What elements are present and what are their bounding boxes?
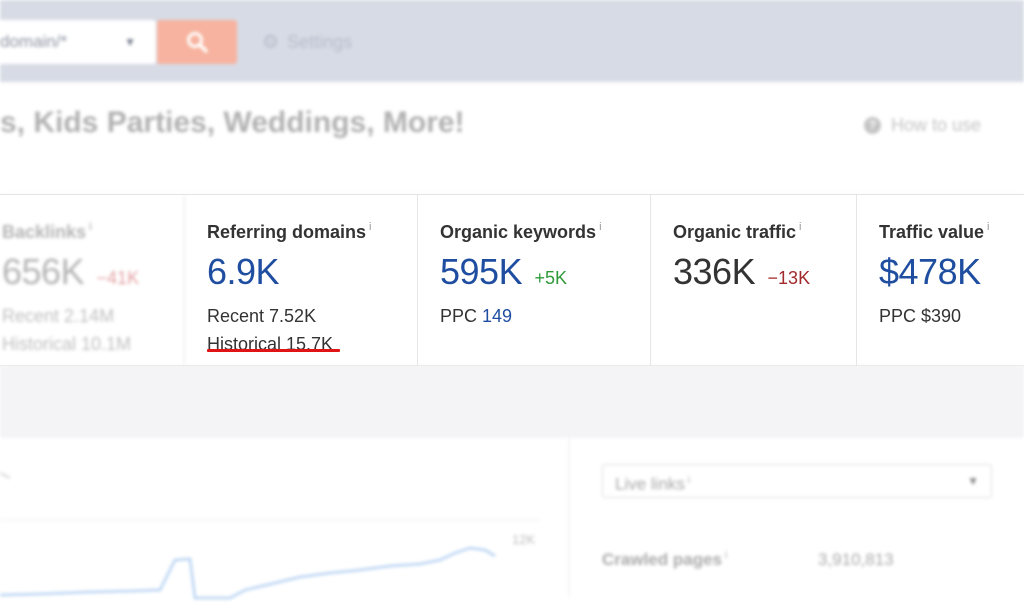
live-links-select[interactable]: Live links i ▼ — [602, 464, 992, 498]
metric-historical: Historical 10.1M — [2, 334, 132, 354]
info-icon[interactable]: i — [987, 221, 990, 233]
trend-chart — [0, 471, 540, 600]
metric-recent: Recent 7.52K — [207, 306, 317, 326]
chevron-down-icon: ▼ — [124, 35, 136, 49]
metric-value: 336K — [673, 251, 756, 292]
metric-historical: Historical 15.7K — [207, 334, 334, 354]
metric-label: Organic traffic i — [673, 221, 802, 242]
help-icon: ? — [864, 117, 881, 134]
info-icon[interactable]: i — [89, 221, 92, 233]
chevron-down-icon: ▼ — [967, 474, 979, 488]
live-links-label: Live links — [615, 474, 685, 494]
domain-mode-value: domain/* — [0, 32, 68, 51]
lower-section: 12K Live links i ▼ Crawled pages i 3,910,8… — [0, 366, 1024, 608]
title-row: s, Kids Parties, Weddings, More! ? How to… — [0, 82, 1024, 194]
metric-delta: −13K — [767, 268, 811, 288]
metric-traffic-value[interactable]: Traffic value i $478K PPC $390 — [857, 195, 1024, 365]
settings-label: Settings — [287, 32, 353, 52]
trend-line — [0, 546, 496, 600]
metric-value[interactable]: 595K — [440, 251, 523, 292]
metric-label: Organic keywords i — [440, 221, 602, 242]
ppc-value-link[interactable]: 149 — [482, 306, 513, 326]
page-title: s, Kids Parties, Weddings, More! — [0, 106, 465, 139]
top-bar: domain/* ▼ ⚙ Settings — [0, 0, 1024, 82]
metric-label: Referring domains i — [207, 221, 372, 242]
metric-referring-domains[interactable]: Referring domains i 6.9K Recent 7.52K His… — [185, 195, 418, 365]
how-to-use-link[interactable]: ? How to use — [864, 115, 981, 136]
metric-ppc: PPC $390 — [879, 306, 962, 326]
metric-value: $478K — [879, 251, 981, 292]
settings-link[interactable]: ⚙ Settings — [262, 29, 352, 56]
metric-recent: Recent 2.14M — [2, 306, 115, 326]
y-axis-tick: 12K — [512, 532, 536, 547]
crawled-pages-value: 3,910,813 — [818, 550, 894, 569]
info-icon[interactable]: i — [687, 475, 691, 486]
metric-label: Traffic value i — [879, 221, 990, 242]
metric-value[interactable]: 6.9K — [207, 251, 280, 292]
metric-organic-keywords[interactable]: Organic keywords i 595K +5K PPC 149 — [418, 195, 651, 365]
metrics-strip: Backlinks i 656K −41K Recent 2.14M Histor… — [0, 194, 1024, 366]
chart-panel: 12K — [0, 438, 568, 608]
metric-delta: −41K — [96, 268, 140, 288]
metric-ppc: PPC 149 — [440, 306, 513, 326]
info-icon[interactable]: i — [369, 221, 372, 233]
metric-label: Backlinks i — [2, 221, 92, 242]
info-icon[interactable]: i — [799, 221, 802, 233]
right-panel: Live links i ▼ Crawled pages i 3,910,813 — [570, 438, 1024, 608]
info-icon[interactable]: i — [599, 221, 602, 233]
metric-value: 656K — [2, 251, 85, 292]
crawled-pages-label: Crawled pages i — [602, 550, 728, 569]
info-icon[interactable]: i — [725, 550, 728, 562]
domain-mode-select[interactable]: domain/* ▼ — [0, 20, 156, 64]
highlight-underline — [207, 349, 340, 352]
axis-mark — [0, 471, 11, 479]
metric-organic-traffic[interactable]: Organic traffic i 336K −13K — [651, 195, 857, 365]
gear-icon: ⚙ — [262, 32, 280, 53]
search-button[interactable] — [157, 20, 237, 64]
how-to-use-label: How to use — [891, 115, 982, 135]
search-icon — [187, 32, 208, 53]
metric-backlinks[interactable]: Backlinks i 656K −41K Recent 2.14M Histor… — [0, 195, 185, 365]
metric-delta: +5K — [534, 268, 568, 288]
